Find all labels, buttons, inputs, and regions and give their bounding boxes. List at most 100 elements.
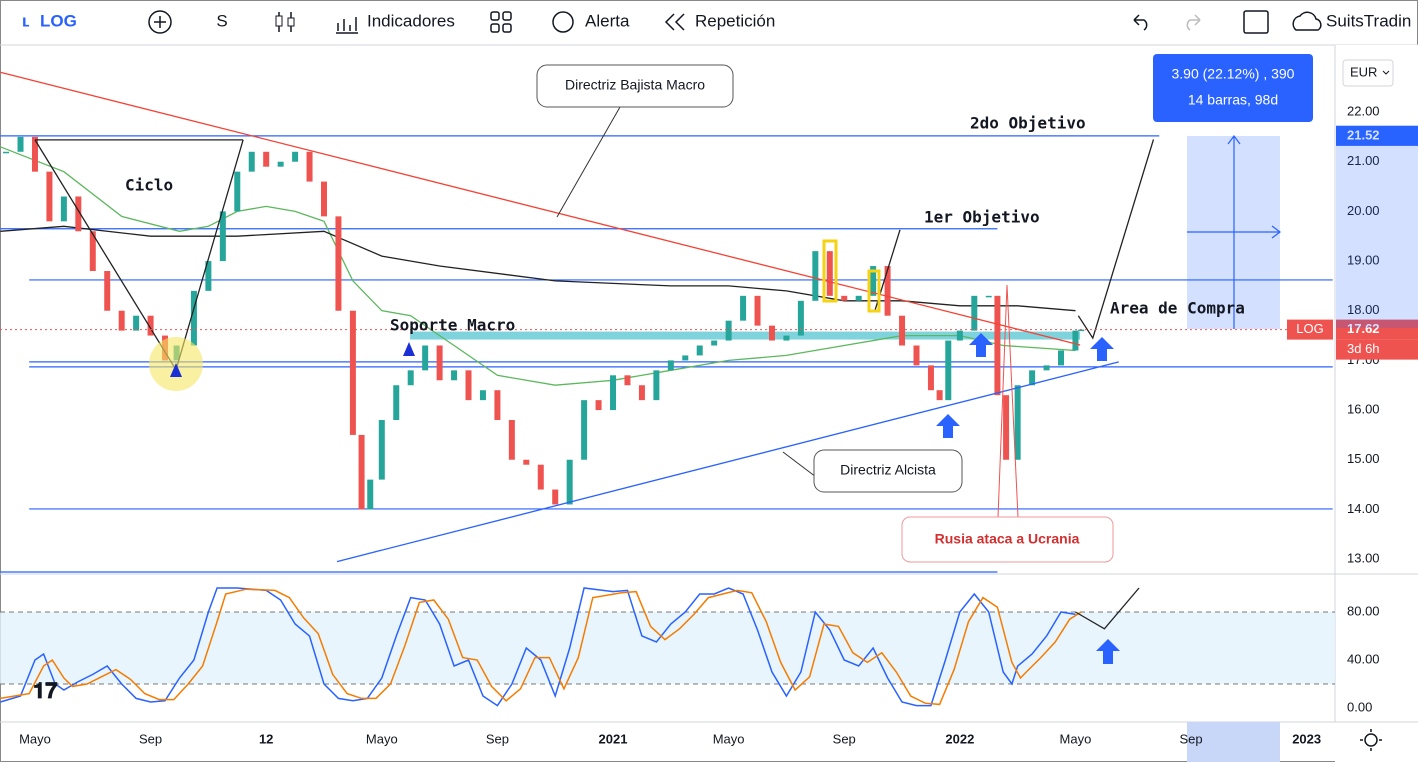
add-icon-plus bbox=[154, 16, 166, 28]
candle bbox=[971, 295, 978, 331]
x-tick-label: Sep bbox=[833, 731, 856, 746]
symbol-tag-label: LOG bbox=[1296, 321, 1323, 336]
measure-bars: 14 barras, 98d bbox=[1188, 92, 1278, 108]
add-icon[interactable] bbox=[148, 10, 172, 34]
candle bbox=[884, 266, 891, 316]
x-tick-label: 2023 bbox=[1292, 731, 1321, 746]
y-tick-label: 19.00 bbox=[1347, 253, 1380, 268]
layouts-icon[interactable] bbox=[490, 11, 512, 33]
measure-change: 3.90 (22.12%) , 390 bbox=[1172, 66, 1295, 82]
candle bbox=[31, 136, 38, 172]
candle bbox=[75, 196, 82, 232]
oscillator-line bbox=[0, 588, 1082, 706]
candle bbox=[768, 325, 775, 341]
candle bbox=[740, 295, 747, 321]
y-tick-label: 0.00 bbox=[1347, 699, 1372, 714]
settings-icon[interactable] bbox=[1364, 733, 1378, 747]
y-tick-label: 20.00 bbox=[1347, 203, 1380, 218]
candle bbox=[378, 420, 385, 480]
annotation-objetivo2: 2do Objetivo bbox=[970, 114, 1086, 133]
candle bbox=[913, 345, 920, 366]
replay-icon bbox=[664, 13, 685, 31]
candle bbox=[465, 370, 472, 401]
candle bbox=[711, 340, 718, 346]
x-tick-label: Sep bbox=[1179, 731, 1202, 746]
x-tick-label: Sep bbox=[139, 731, 162, 746]
target-price-tag bbox=[1336, 125, 1418, 146]
candle bbox=[494, 390, 501, 421]
annotation-compra: Area de Compra bbox=[1110, 299, 1245, 318]
candles-icon-body bbox=[287, 17, 295, 27]
y-tick-label: 15.00 bbox=[1347, 451, 1380, 466]
candle bbox=[292, 151, 299, 162]
candle bbox=[826, 251, 833, 296]
candle bbox=[667, 360, 674, 371]
candle bbox=[60, 196, 67, 222]
y-tick-label: 18.00 bbox=[1347, 302, 1380, 317]
cloud-icon bbox=[1292, 11, 1322, 31]
candle bbox=[523, 459, 530, 465]
candle bbox=[89, 231, 96, 271]
candle bbox=[1058, 350, 1065, 366]
candle bbox=[17, 136, 24, 152]
candle bbox=[1029, 370, 1036, 386]
callout-bajista bbox=[536, 64, 734, 108]
undo-icon[interactable] bbox=[1133, 14, 1148, 31]
fullscreen-icon[interactable] bbox=[1243, 10, 1269, 34]
currency[interactable]: EUR bbox=[1350, 64, 1377, 79]
x-tick-label: Sep bbox=[486, 731, 509, 746]
annotation-bajista: Directriz Bajista Macro bbox=[565, 77, 705, 93]
currency-button[interactable] bbox=[1342, 59, 1394, 87]
candle bbox=[205, 261, 212, 291]
trend-line bbox=[0, 71, 1081, 346]
candle bbox=[436, 345, 443, 381]
y-tick-label: 13.00 bbox=[1347, 551, 1380, 566]
trend-line bbox=[336, 361, 1119, 563]
candle bbox=[3, 151, 10, 154]
candle bbox=[537, 464, 544, 490]
toolbar: ʟ LOG S Indicadores Alerta Repetición Su… bbox=[0, 10, 1418, 46]
candle bbox=[393, 385, 400, 421]
candle bbox=[46, 171, 53, 222]
candle bbox=[277, 161, 284, 167]
measure-axis-range bbox=[1336, 125, 1418, 328]
candle bbox=[841, 295, 848, 301]
measure-box bbox=[1153, 54, 1313, 122]
candle bbox=[422, 345, 429, 371]
callout-rusia bbox=[901, 516, 1114, 563]
moving-average bbox=[0, 146, 1076, 386]
x-tick-label: 2022 bbox=[945, 731, 974, 746]
candle bbox=[936, 390, 943, 401]
candle bbox=[306, 151, 313, 182]
candle bbox=[855, 295, 862, 301]
overlays: 3.90 (22.12%) , 390 14 barras, 98d Direc… bbox=[33, 54, 1418, 751]
annotation-soporte: Soporte Macro bbox=[390, 316, 515, 335]
measure-arrows bbox=[1187, 135, 1281, 329]
alert-icon bbox=[552, 11, 574, 33]
redo-icon[interactable] bbox=[1186, 14, 1201, 31]
candle bbox=[638, 385, 645, 401]
replay-button[interactable]: Repetición bbox=[695, 11, 775, 30]
candle bbox=[320, 181, 327, 217]
callout-pointer-red bbox=[997, 284, 1019, 518]
symbol[interactable]: LOG bbox=[40, 11, 77, 30]
last-price-tag bbox=[1336, 319, 1418, 340]
candle bbox=[190, 290, 197, 346]
candle bbox=[1078, 329, 1085, 332]
interval[interactable]: S bbox=[216, 11, 227, 30]
candle bbox=[994, 295, 1001, 396]
indicators-button[interactable]: Indicadores bbox=[367, 11, 455, 30]
candle bbox=[147, 315, 154, 336]
annotation-alcista: Directriz Alcista bbox=[840, 462, 936, 478]
account-name[interactable]: SuitsTradin bbox=[1326, 11, 1411, 30]
logo-mark: ʟ bbox=[22, 11, 30, 30]
annotation-objetivo1: 1er Objetivo bbox=[924, 208, 1040, 227]
y-tick-label: 21.00 bbox=[1347, 153, 1380, 168]
alert-button[interactable]: Alerta bbox=[585, 11, 630, 30]
candle bbox=[725, 320, 732, 341]
candle bbox=[956, 330, 963, 341]
candle bbox=[927, 365, 934, 391]
trend-line bbox=[1077, 139, 1155, 340]
y-tick-label: 16.00 bbox=[1347, 402, 1380, 417]
candle bbox=[335, 216, 342, 311]
